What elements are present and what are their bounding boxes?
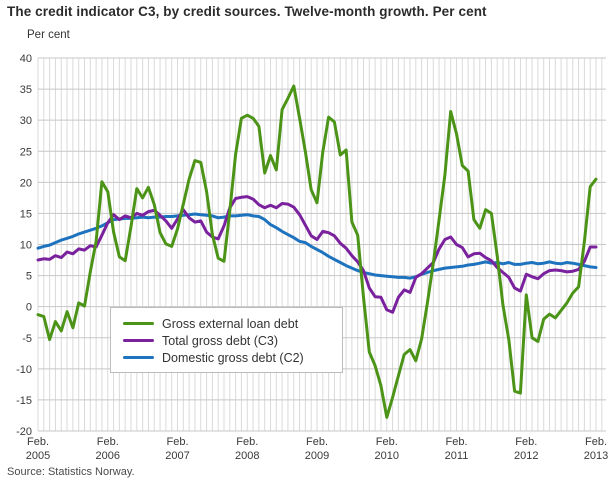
svg-text:35: 35	[20, 84, 32, 96]
svg-text:Feb.: Feb.	[236, 436, 258, 448]
svg-text:2012: 2012	[514, 450, 538, 462]
svg-text:-20: -20	[16, 426, 32, 438]
svg-text:Feb.: Feb.	[445, 436, 467, 448]
purple-line-swatch	[123, 338, 154, 343]
svg-text:20: 20	[20, 177, 32, 189]
svg-text:2011: 2011	[445, 450, 469, 462]
legend-item-total-gross-debt-c3: Total gross debt (C3)	[123, 332, 332, 349]
y-axis-unit-label: Per cent	[27, 29, 70, 41]
legend-label: Domestic gross debt (C2)	[162, 350, 304, 365]
svg-text:Feb.: Feb.	[515, 436, 537, 448]
page-title: The credit indicator C3, by credit sourc…	[7, 4, 487, 19]
svg-text:-15: -15	[16, 395, 32, 407]
svg-text:2006: 2006	[96, 450, 120, 462]
svg-text:10: 10	[20, 240, 32, 252]
legend-label: Gross external loan debt	[162, 316, 299, 331]
svg-text:15: 15	[20, 208, 32, 220]
legend-item-gross-external-loan-debt: Gross external loan debt	[123, 315, 332, 332]
svg-text:Feb.: Feb.	[97, 436, 119, 448]
svg-text:Feb.: Feb.	[27, 436, 49, 448]
svg-text:-5: -5	[22, 333, 32, 345]
svg-text:2008: 2008	[235, 450, 259, 462]
x-axis-tick-labels: Feb. 2005 Feb. 2006 Feb. 2007 Feb. 2008 Feb. 2009…	[26, 436, 608, 462]
svg-text:Feb.: Feb.	[585, 436, 607, 448]
svg-text:2009: 2009	[305, 450, 329, 462]
svg-text:0: 0	[26, 302, 32, 314]
svg-text:Feb.: Feb.	[166, 436, 188, 448]
svg-text:-10: -10	[16, 364, 32, 376]
svg-text:2005: 2005	[26, 450, 50, 462]
svg-text:2010: 2010	[375, 450, 399, 462]
svg-text:5: 5	[26, 271, 32, 283]
svg-text:2007: 2007	[165, 450, 189, 462]
blue-line-swatch	[123, 355, 154, 360]
legend-label: Total gross debt (C3)	[162, 333, 279, 348]
data-series-lines	[36, 84, 598, 419]
legend-item-domestic-gross-debt-c2: Domestic gross debt (C2)	[123, 349, 332, 366]
svg-text:25: 25	[20, 146, 32, 158]
svg-text:Feb.: Feb.	[376, 436, 398, 448]
svg-text:30: 30	[20, 115, 32, 127]
svg-text:Feb.: Feb.	[306, 436, 328, 448]
chart-legend: Gross external loan debt Total gross deb…	[110, 307, 343, 373]
source-caption: Source: Statistics Norway.	[7, 466, 135, 478]
y-axis-tick-labels: 40 35 30 25 20 15 10 5 0 -5 -10 -15 -20	[16, 53, 32, 438]
svg-text:2013: 2013	[584, 450, 608, 462]
svg-text:40: 40	[20, 53, 32, 65]
green-line-swatch	[123, 321, 154, 326]
